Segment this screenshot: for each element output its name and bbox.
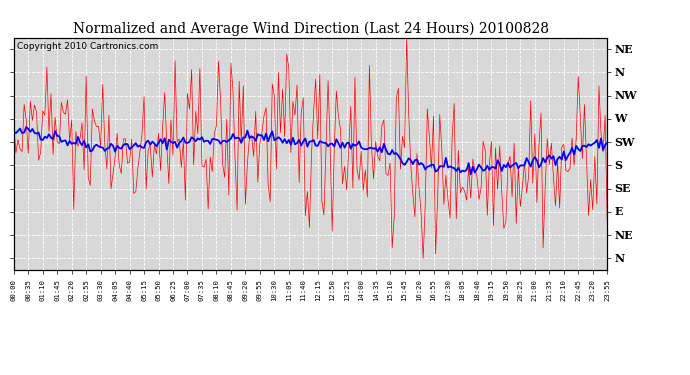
Text: Copyright 2010 Cartronics.com: Copyright 2010 Cartronics.com <box>17 42 158 51</box>
Title: Normalized and Average Wind Direction (Last 24 Hours) 20100828: Normalized and Average Wind Direction (L… <box>72 22 549 36</box>
Text: SE: SE <box>614 183 631 194</box>
Text: S: S <box>614 160 622 171</box>
Text: SW: SW <box>614 136 635 148</box>
Text: NE: NE <box>614 230 633 241</box>
Text: N: N <box>614 253 624 264</box>
Text: W: W <box>614 113 627 125</box>
Text: NE: NE <box>614 44 633 55</box>
Text: N: N <box>614 67 624 78</box>
Text: E: E <box>614 206 622 218</box>
Text: NW: NW <box>614 90 637 101</box>
